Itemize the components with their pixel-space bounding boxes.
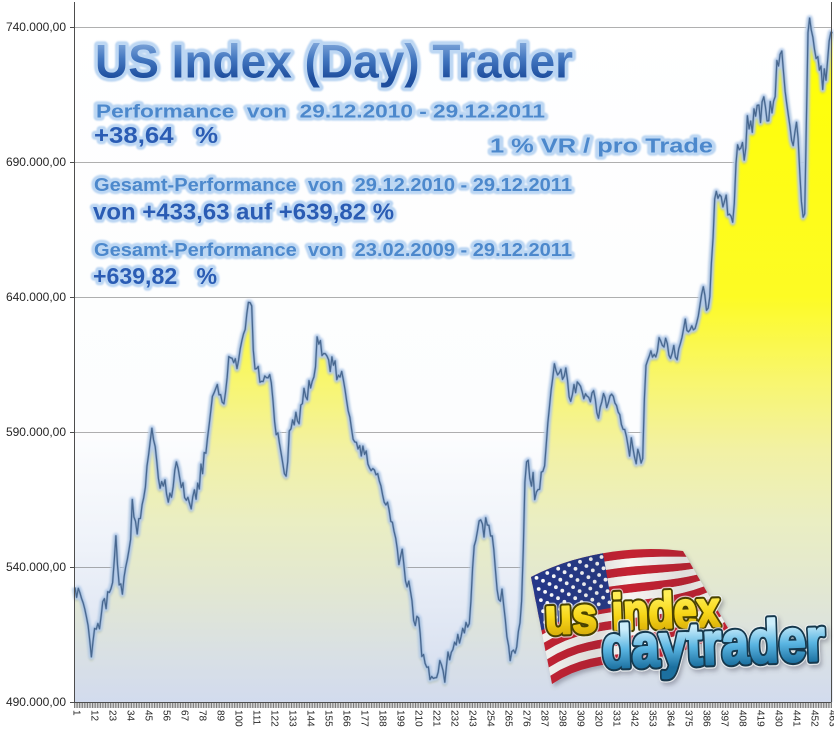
svg-text:111: 111 [251,710,262,726]
svg-text:243: 243 [466,710,477,727]
svg-text:419: 419 [754,710,765,727]
svg-text:us: us [544,587,598,645]
svg-text:78: 78 [197,710,208,722]
svg-text:+38,64 %: +38,64 % [94,122,218,148]
svg-text:1 % VR / pro Trade: 1 % VR / pro Trade [490,136,713,158]
svg-text:490.000,00: 490.000,00 [6,695,66,709]
svg-text:Gesamt-Performance von 29.12: Gesamt-Performance von 29.12.2010 - 29.1… [94,174,572,195]
svg-text:430: 430 [772,710,783,727]
svg-text:Performance von 29.12.2010 -: Performance von 29.12.2010 - 29.12.2011 [96,101,545,122]
svg-text:daytrader: daytrader [601,606,826,681]
svg-text:320: 320 [592,710,603,727]
svg-text:us: us [544,587,598,645]
svg-text:23: 23 [107,710,118,722]
svg-text:daytrader: daytrader [601,606,826,681]
svg-text:von +433,63 auf +639,82 %: von +433,63 auf +639,82 % [93,199,394,225]
svg-text:+38,64 %: +38,64 % [94,122,218,148]
svg-text:133: 133 [287,710,298,727]
svg-text:177: 177 [358,710,369,727]
svg-text:166: 166 [341,710,352,727]
svg-text:index: index [611,581,721,641]
svg-text:265: 265 [502,710,513,727]
svg-text:640.000,00: 640.000,00 [6,290,66,304]
svg-text:540.000,00: 540.000,00 [6,560,66,574]
svg-text:Performance von 29.12.2010 -: Performance von 29.12.2010 - 29.12.2011 [96,101,545,122]
svg-text:397: 397 [718,710,729,727]
svg-text:188: 188 [376,710,387,727]
svg-text:287: 287 [538,710,549,727]
svg-text:353: 353 [646,710,657,727]
svg-text:740.000,00: 740.000,00 [6,20,66,34]
svg-text:463: 463 [826,710,834,727]
svg-text:US Index (Day) Trader: US Index (Day) Trader [95,35,573,88]
svg-text:155: 155 [323,710,334,727]
svg-text:56: 56 [161,710,172,722]
svg-text:342: 342 [628,710,639,727]
svg-text:309: 309 [574,710,585,727]
svg-text:452: 452 [808,710,819,727]
svg-text:us: us [544,587,598,645]
svg-text:590.000,00: 590.000,00 [6,425,66,439]
svg-text:199: 199 [394,710,405,727]
svg-text:298: 298 [556,710,567,727]
svg-text:index: index [611,581,721,641]
svg-text:408: 408 [736,710,747,727]
svg-text:12: 12 [89,710,100,722]
svg-text:254: 254 [484,710,495,727]
svg-text:+639,82 %: +639,82 % [93,263,217,289]
svg-text:122: 122 [269,710,280,727]
svg-text:144: 144 [305,710,316,727]
svg-text:Gesamt-Performance von 23.02: Gesamt-Performance von 23.02.2009 - 29.1… [94,239,572,260]
svg-text:34: 34 [125,710,136,722]
svg-text:364: 364 [664,710,675,727]
svg-text:441: 441 [790,710,801,727]
svg-text:1: 1 [71,710,82,716]
svg-text:US Index (Day) Trader: US Index (Day) Trader [95,35,573,88]
svg-text:index: index [611,581,721,641]
svg-text:276: 276 [520,710,531,727]
svg-text:+639,82 %: +639,82 % [93,263,217,289]
svg-text:690.000,00: 690.000,00 [6,155,66,169]
svg-text:Gesamt-Performance von 23.02: Gesamt-Performance von 23.02.2009 - 29.1… [94,239,572,260]
svg-text:331: 331 [610,710,621,727]
svg-text:67: 67 [179,710,190,722]
svg-text:221: 221 [430,710,441,727]
svg-text:210: 210 [412,710,423,727]
svg-text:386: 386 [700,710,711,727]
svg-text:Gesamt-Performance von 29.12: Gesamt-Performance von 29.12.2010 - 29.1… [94,174,572,195]
svg-text:von +433,63 auf +639,82 %: von +433,63 auf +639,82 % [93,199,394,225]
svg-text:89: 89 [215,710,226,722]
svg-text:375: 375 [682,710,693,727]
svg-text:100: 100 [233,710,244,727]
svg-text:45: 45 [143,710,154,722]
svg-text:232: 232 [448,710,459,727]
svg-text:daytrader: daytrader [601,606,826,681]
svg-text:1 % VR / pro Trade: 1 % VR / pro Trade [490,136,713,158]
